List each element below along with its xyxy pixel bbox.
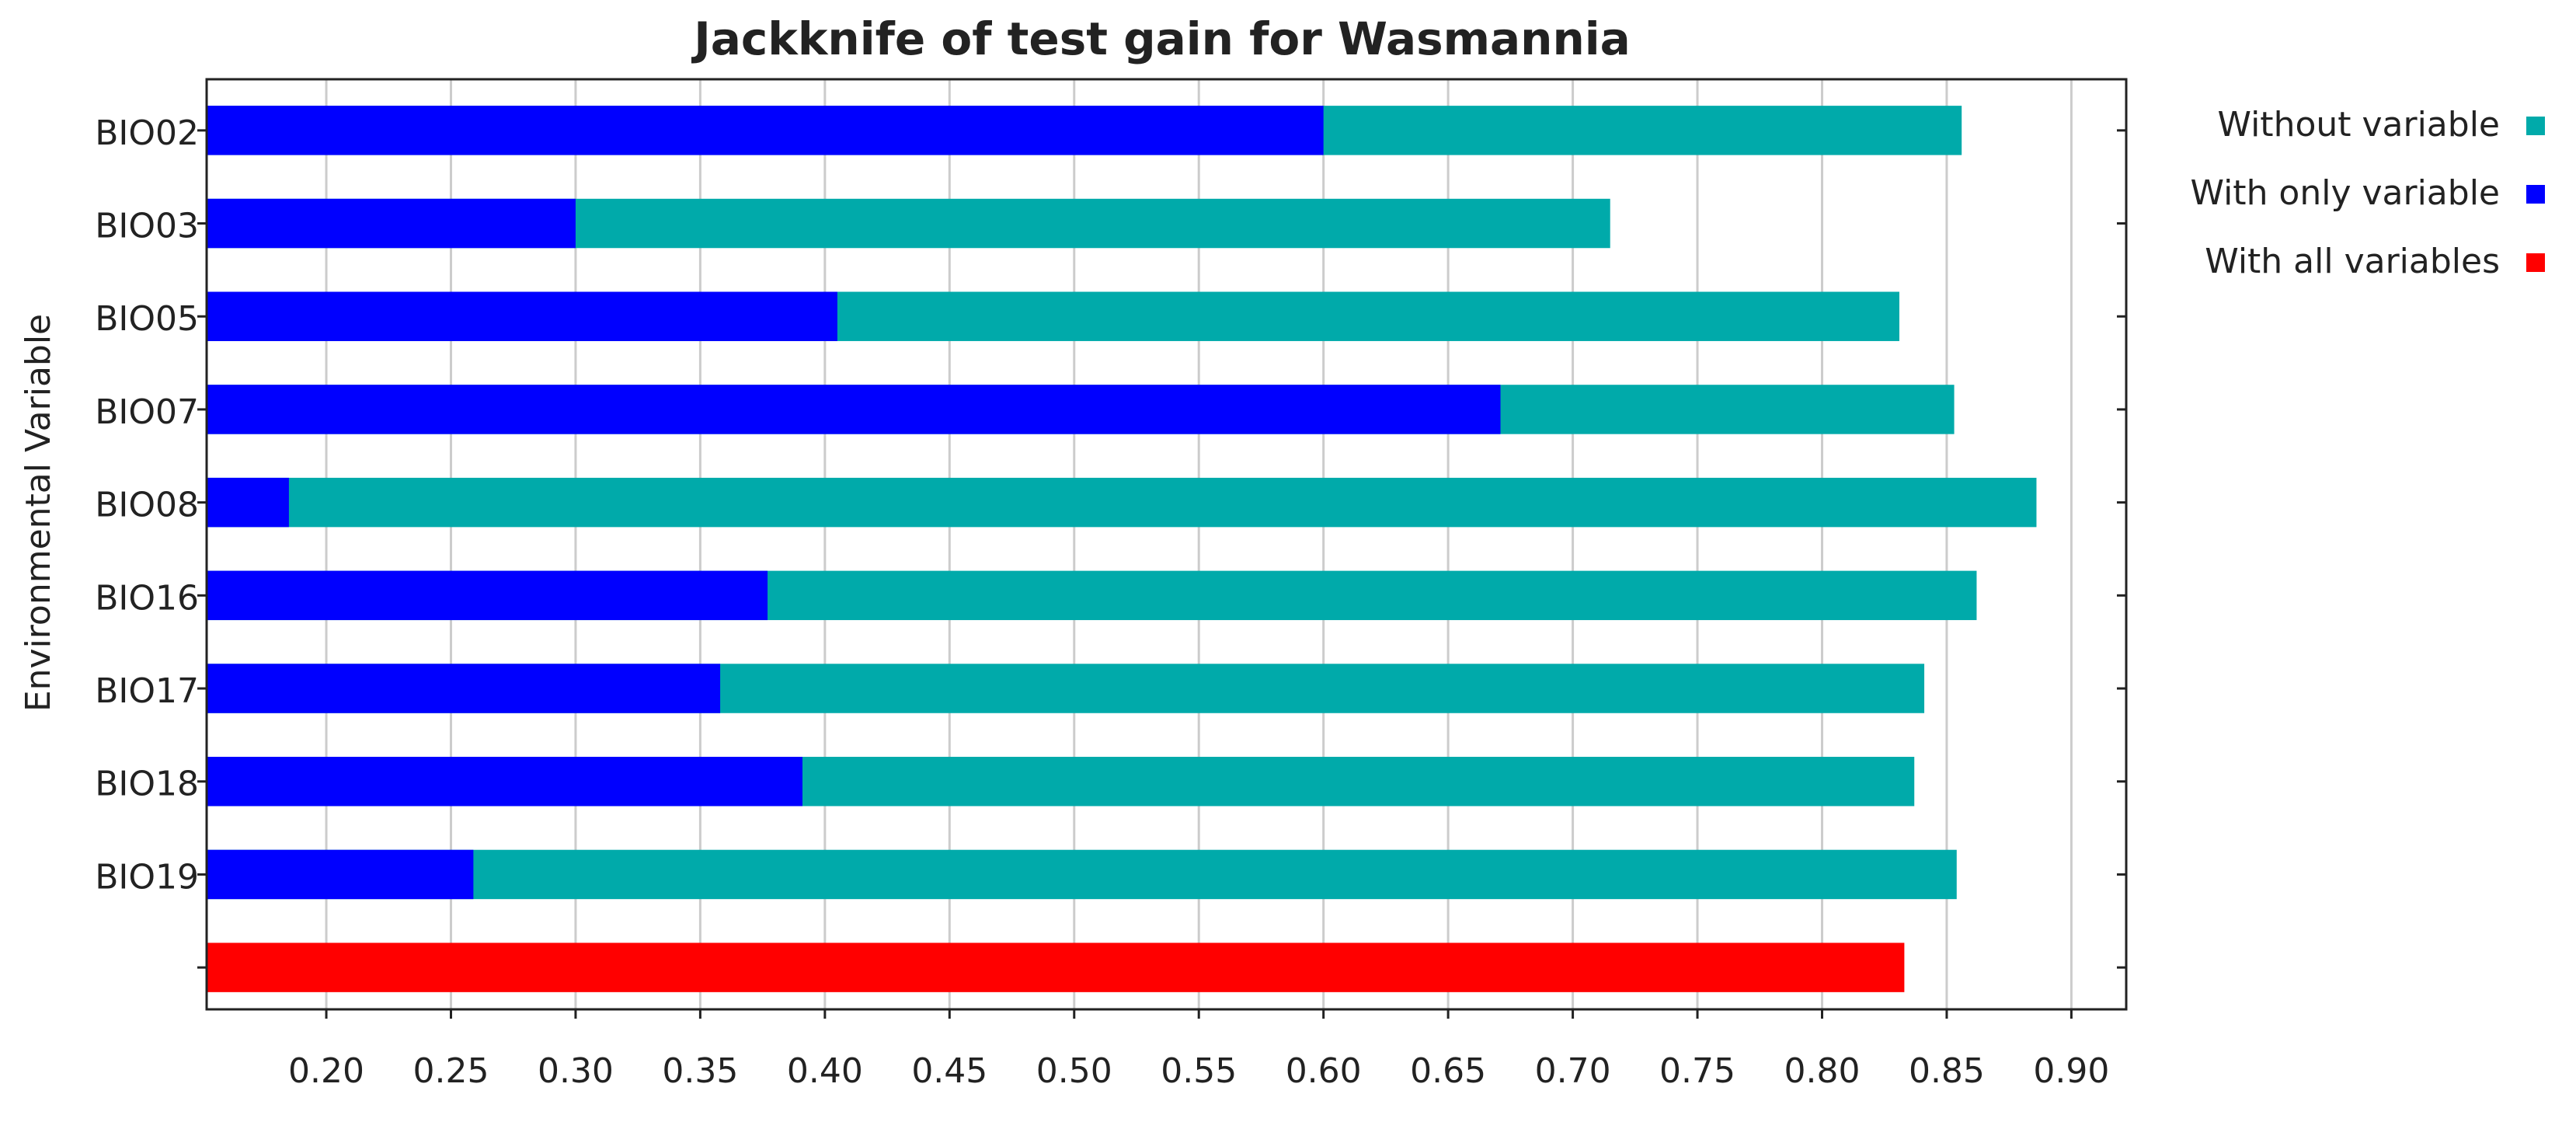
y-axis-label: Environmental Variable [19, 314, 58, 712]
y-tick-label: BIO18 [95, 765, 199, 804]
bar [207, 477, 2037, 528]
x-tick-label: 0.60 [1286, 1051, 1362, 1091]
bar [207, 664, 721, 713]
x-tick-label: 0.55 [1161, 1051, 1237, 1091]
x-tick-label: 0.40 [787, 1051, 863, 1091]
bar [207, 757, 802, 807]
legend-label: With all variables [2205, 242, 2500, 281]
legend-label: Without variable [2218, 105, 2500, 145]
y-tick-label: BIO05 [95, 299, 199, 339]
x-tick-label: 0.90 [2033, 1051, 2109, 1091]
bar [207, 291, 837, 341]
legend-swatch [2526, 117, 2545, 135]
legend-swatch [2526, 253, 2545, 272]
chart-title: Jackknife of test gain for Wasmannia [691, 12, 1631, 65]
bar [207, 106, 1324, 155]
x-tick-label: 0.25 [413, 1051, 489, 1091]
y-tick-label: BIO07 [95, 392, 199, 432]
bar [207, 943, 1905, 992]
x-tick-label: 0.20 [288, 1051, 364, 1091]
bar [207, 849, 474, 900]
y-tick-label: BIO16 [95, 578, 199, 618]
bar [207, 385, 1501, 434]
x-tick-label: 0.45 [911, 1051, 987, 1091]
x-tick-label: 0.30 [538, 1051, 614, 1091]
y-tick-label: BIO17 [95, 671, 199, 711]
legend-label: With only variable [2191, 173, 2500, 213]
bar [207, 570, 768, 621]
x-tick-label: 0.70 [1535, 1051, 1611, 1091]
x-tick-label: 0.80 [1784, 1051, 1861, 1091]
bar [207, 849, 1957, 900]
y-tick-label: BIO08 [95, 486, 199, 525]
bar [207, 477, 289, 528]
plot-frame [205, 78, 2128, 1011]
x-tick-label: 0.65 [1410, 1051, 1486, 1091]
x-tick-label: 0.85 [1909, 1051, 1985, 1091]
x-tick-label: 0.75 [1659, 1051, 1735, 1091]
x-tick-label: 0.50 [1036, 1051, 1112, 1091]
y-tick-label: BIO02 [95, 113, 199, 153]
bar [207, 198, 576, 249]
y-tick-label: BIO03 [95, 207, 199, 246]
legend-swatch [2526, 185, 2545, 204]
y-tick-label: BIO19 [95, 857, 199, 897]
x-tick-label: 0.35 [662, 1051, 738, 1091]
